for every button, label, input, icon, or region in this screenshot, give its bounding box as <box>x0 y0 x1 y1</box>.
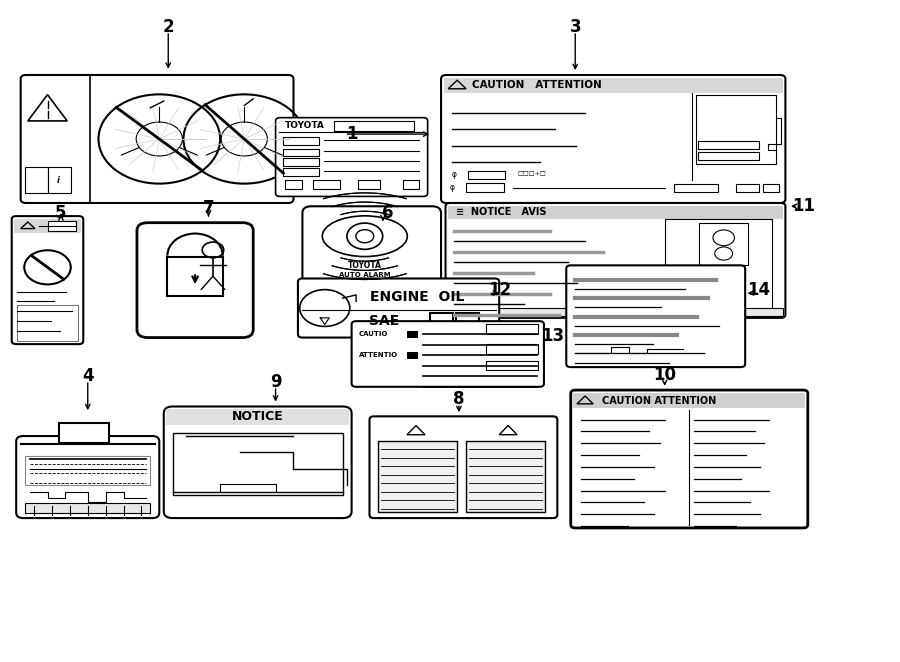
Text: 13: 13 <box>541 327 564 346</box>
Bar <box>468 171 506 179</box>
Bar <box>448 308 783 316</box>
Bar <box>284 180 302 189</box>
Bar <box>25 167 48 193</box>
Text: 6: 6 <box>382 204 393 222</box>
Bar <box>486 324 537 334</box>
Bar <box>736 184 759 193</box>
Bar <box>486 361 537 370</box>
Bar <box>407 352 418 359</box>
Text: 2: 2 <box>162 18 174 36</box>
Bar <box>698 222 748 265</box>
Text: NOTICE: NOTICE <box>232 410 284 424</box>
Bar <box>166 409 349 425</box>
Text: 11: 11 <box>792 197 814 215</box>
Text: ≡  NOTICE   AVIS: ≡ NOTICE AVIS <box>456 207 547 217</box>
FancyBboxPatch shape <box>302 207 441 285</box>
FancyBboxPatch shape <box>16 436 159 518</box>
Bar <box>665 218 772 310</box>
Bar <box>698 152 759 160</box>
Text: 7: 7 <box>202 199 214 216</box>
Bar <box>456 313 479 328</box>
Bar <box>734 265 741 272</box>
Bar <box>725 265 732 272</box>
Bar <box>48 221 76 230</box>
FancyBboxPatch shape <box>137 222 253 338</box>
Bar <box>49 167 71 193</box>
Text: 4: 4 <box>82 367 94 385</box>
Bar <box>698 141 759 149</box>
Bar <box>378 442 457 512</box>
Bar <box>696 95 777 164</box>
FancyBboxPatch shape <box>571 390 808 528</box>
Text: 1: 1 <box>346 125 357 143</box>
Text: 10: 10 <box>653 366 676 384</box>
Text: SAE: SAE <box>370 314 400 328</box>
Text: 12: 12 <box>489 281 512 299</box>
FancyBboxPatch shape <box>441 75 786 203</box>
Bar <box>283 168 319 176</box>
Text: ATTENTIO: ATTENTIO <box>359 352 398 358</box>
FancyBboxPatch shape <box>298 279 500 338</box>
Bar <box>430 313 453 328</box>
Bar <box>334 121 414 131</box>
Bar <box>716 265 723 272</box>
FancyBboxPatch shape <box>370 416 557 518</box>
Bar <box>444 77 783 93</box>
Text: CAUTION ATTENTION: CAUTION ATTENTION <box>602 396 716 406</box>
Text: TOYOTA: TOYOTA <box>348 261 382 270</box>
Bar <box>59 423 109 443</box>
Bar <box>466 442 544 512</box>
Bar <box>407 331 418 338</box>
Bar <box>486 344 537 354</box>
Bar <box>173 433 343 495</box>
FancyBboxPatch shape <box>21 75 293 203</box>
FancyBboxPatch shape <box>352 321 544 387</box>
Bar <box>25 455 150 485</box>
Text: 9: 9 <box>270 373 282 391</box>
Text: 14: 14 <box>747 281 770 299</box>
Bar <box>673 184 718 193</box>
Bar <box>466 183 504 192</box>
FancyBboxPatch shape <box>164 406 352 518</box>
Bar <box>25 503 150 513</box>
Text: ENGINE  OIL: ENGINE OIL <box>370 290 464 304</box>
FancyBboxPatch shape <box>446 203 786 318</box>
Text: CAUTIO: CAUTIO <box>359 331 388 337</box>
Text: AUTO ALARM: AUTO ALARM <box>339 272 391 278</box>
Bar <box>14 219 81 232</box>
Text: 3: 3 <box>570 18 581 36</box>
Text: TOYOTA: TOYOTA <box>284 121 324 130</box>
Bar <box>283 137 319 145</box>
Bar <box>167 258 223 296</box>
Bar <box>448 206 783 218</box>
Bar <box>283 148 319 156</box>
Text: 8: 8 <box>454 390 464 408</box>
Bar <box>313 180 340 189</box>
Bar <box>283 158 319 166</box>
Bar <box>573 393 806 408</box>
Text: φ: φ <box>450 183 455 193</box>
Bar <box>358 180 380 189</box>
FancyBboxPatch shape <box>566 265 745 367</box>
Text: □□□+□: □□□+□ <box>518 171 545 177</box>
Bar <box>763 184 779 193</box>
Text: i: i <box>57 175 59 185</box>
FancyBboxPatch shape <box>275 118 428 197</box>
FancyBboxPatch shape <box>12 216 84 344</box>
Bar <box>17 305 78 341</box>
Text: 5: 5 <box>55 204 67 222</box>
Bar <box>707 265 714 272</box>
Text: φ: φ <box>452 169 457 179</box>
Bar <box>402 180 418 189</box>
Text: CAUTION   ATTENTION: CAUTION ATTENTION <box>472 81 602 91</box>
